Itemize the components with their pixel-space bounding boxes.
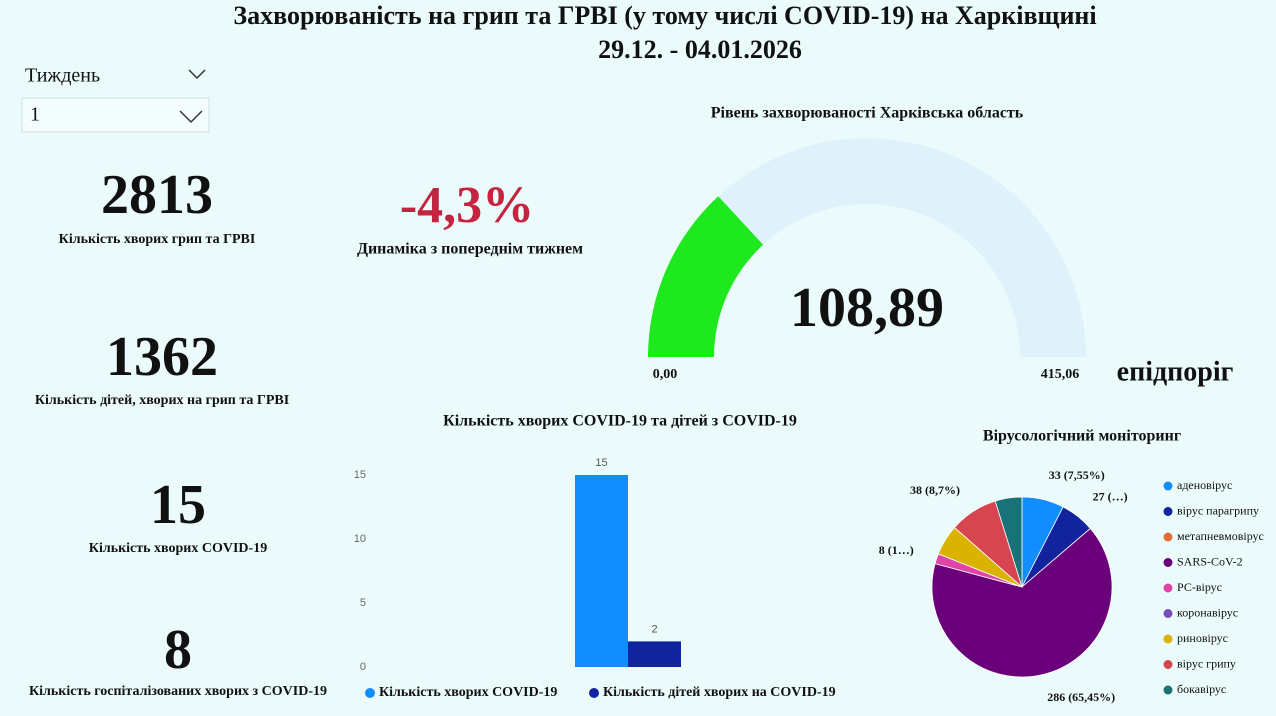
kpi-label: Кількість дітей, хворих на грип та ГРВІ	[35, 393, 289, 408]
kpi-label: Кількість госпіталізованих хворих з COVI…	[29, 684, 327, 699]
slicer-collapse[interactable]	[188, 69, 206, 80]
y-tick-label: 0	[360, 661, 366, 673]
gauge-track	[648, 138, 1086, 357]
y-tick-label: 5	[360, 597, 366, 609]
legend-swatch	[1163, 685, 1173, 695]
kpi-value: 1362	[106, 326, 218, 388]
bar	[628, 641, 681, 667]
kpi-value: 2813	[101, 164, 213, 226]
dynamics-value: -4,3%	[400, 177, 534, 234]
legend-label: вірус грипу	[1177, 656, 1236, 670]
pie-slice	[994, 496, 1023, 588]
legend-swatch	[1163, 532, 1173, 542]
y-tick-label: 15	[354, 469, 366, 481]
legend-label: метапневмовірус	[1177, 529, 1264, 543]
dropdown-box[interactable]	[21, 97, 210, 133]
gauge-annotation: епідпоріг	[1117, 356, 1234, 387]
slicer-dropdown[interactable]: 1	[21, 97, 210, 133]
legend-swatch	[589, 688, 599, 698]
page-title: Захворюваність на грип та ГРВІ (у тому ч…	[233, 1, 1096, 30]
legend-label: вірус парагрипу	[1177, 503, 1259, 517]
gauge-max: 415,06	[1041, 367, 1080, 382]
gauge-title: Рівень захворюваності Харківська область	[711, 105, 1024, 122]
legend-label: Кількість хворих COVID-19	[379, 685, 557, 700]
dropdown-value: 1	[30, 104, 40, 126]
data-label: 27 (…)	[1093, 489, 1128, 503]
legend-label: коронавірус	[1177, 605, 1238, 619]
legend-label: Кількість дітей хворих на COVID-19	[603, 685, 836, 700]
data-label: 15	[595, 457, 607, 469]
data-label: 33 (7,55%)	[1049, 468, 1105, 482]
legend-swatch	[1163, 634, 1173, 644]
data-label: 2	[651, 623, 657, 635]
data-label: 8 (1…)	[879, 543, 914, 557]
slicer-label: Тиждень	[25, 65, 100, 87]
kpi-value: 15	[150, 474, 206, 536]
legend-label: аденовірус	[1177, 478, 1232, 492]
dynamics-label: Динаміка з попереднім тижнем	[357, 241, 583, 258]
dropdown-chevron[interactable]	[179, 110, 203, 124]
kpi-label: Кількість хворих грип та ГРВІ	[59, 232, 256, 247]
data-label: 38 (8,7%)	[910, 483, 960, 497]
legend-swatch	[365, 688, 375, 698]
kpi-label: Кількість хворих COVID-19	[89, 541, 267, 556]
page-subtitle: 29.12. - 04.01.2026	[598, 35, 802, 64]
gauge-fill	[648, 196, 764, 357]
legend-swatch	[1163, 583, 1173, 593]
legend-swatch	[1163, 558, 1173, 567]
chart-title: Кількість хворих COVID-19 та дітей з COV…	[443, 413, 797, 430]
kpi-value: 8	[164, 619, 192, 681]
legend-label: РС-вірус	[1177, 580, 1222, 594]
y-tick-label: 10	[354, 533, 366, 545]
bar	[575, 475, 628, 667]
chart-title: Вірусологічний моніторинг	[983, 428, 1181, 445]
legend-label: риновірус	[1177, 631, 1228, 645]
legend-label: бокавірус	[1177, 682, 1226, 696]
legend-swatch	[1163, 481, 1173, 491]
data-label: 286 (65,45%)	[1047, 690, 1115, 704]
legend-label: SARS-CoV-2	[1177, 554, 1243, 568]
legend-swatch	[1163, 609, 1173, 618]
gauge-value: 108,89	[790, 277, 944, 339]
gauge-min: 0,00	[653, 367, 678, 382]
pie-slice	[931, 527, 1113, 678]
legend-swatch	[1163, 507, 1173, 516]
legend-swatch	[1163, 660, 1173, 669]
